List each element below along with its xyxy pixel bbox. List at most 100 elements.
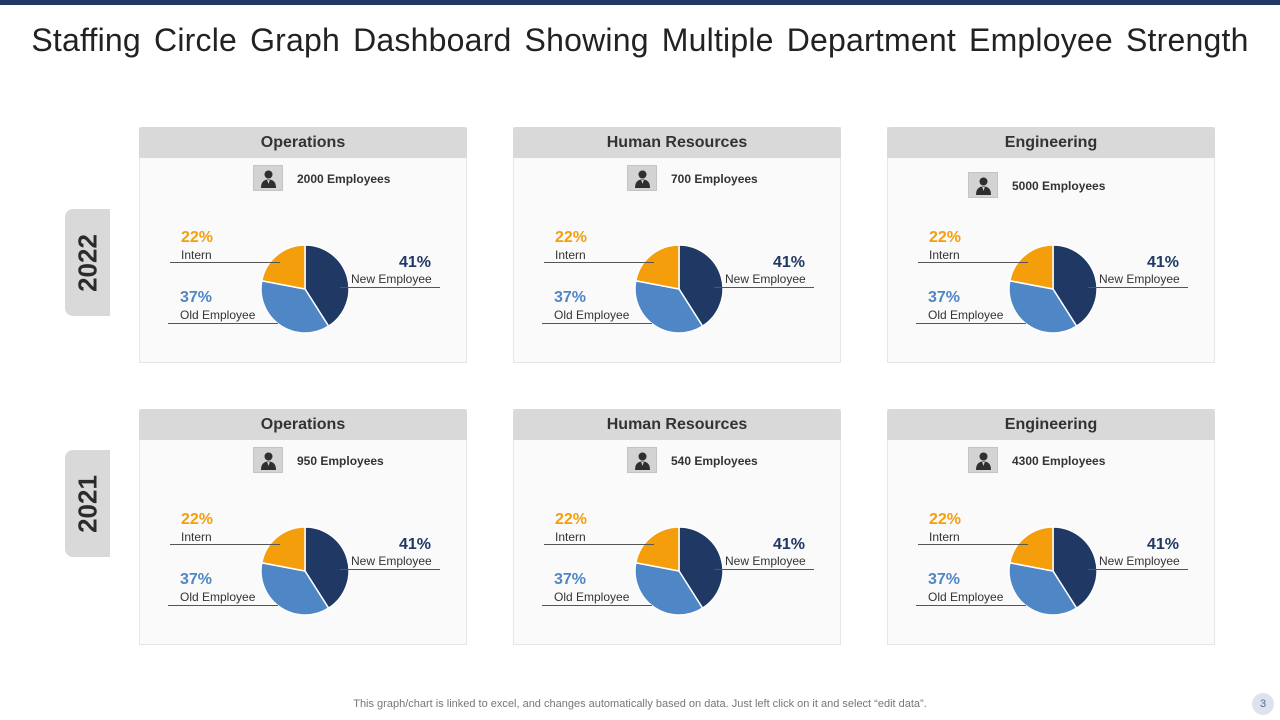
employee-count: 540 Employees <box>671 454 758 468</box>
footer-note: This graph/chart is linked to excel, and… <box>353 698 927 710</box>
pie-chart <box>1008 244 1098 334</box>
user-icon <box>253 165 283 191</box>
new-employee-percent: 41% <box>1147 536 1180 553</box>
employee-count: 5000 Employees <box>1012 179 1106 193</box>
new-employee-leader-line <box>340 569 440 570</box>
user-icon <box>968 447 998 473</box>
pie-slice-intern <box>634 526 680 572</box>
old-employee-percent: 37% <box>180 571 213 588</box>
intern-leader-line <box>170 544 280 545</box>
page-number: 3 <box>1252 693 1274 715</box>
old-employee-label: Old Employee <box>928 590 1004 604</box>
new-employee-label: New Employee <box>725 554 806 568</box>
year-tab-2022: 2022 <box>65 209 110 316</box>
employee-count: 700 Employees <box>671 172 758 186</box>
panel-title: Operations <box>139 127 467 158</box>
panel-title: Human Resources <box>513 409 841 440</box>
top-accent-bar <box>0 0 1280 5</box>
panel-title: Human Resources <box>513 127 841 158</box>
intern-label: Intern <box>929 248 960 262</box>
pie-slice-intern <box>1008 526 1054 572</box>
intern-percent: 22% <box>555 511 588 528</box>
new-employee-label: New Employee <box>725 272 806 286</box>
pie-slice-intern <box>634 244 680 290</box>
panel-operations-2021: Operations 950 Employees 22% Intern 37% Old E… <box>139 409 467 645</box>
new-employee-percent: 41% <box>773 536 806 553</box>
intern-label: Intern <box>555 530 586 544</box>
panel-engineering-2021: Engineering 4300 Employees 22% Intern 37% Old… <box>887 409 1215 645</box>
intern-label: Intern <box>181 248 212 262</box>
pie-chart <box>260 244 350 334</box>
new-employee-percent: 41% <box>399 536 432 553</box>
intern-label: Intern <box>929 530 960 544</box>
pie-slice-old-employee <box>1008 561 1078 616</box>
old-employee-label: Old Employee <box>554 308 630 322</box>
employee-count: 2000 Employees <box>297 172 391 186</box>
intern-leader-line <box>918 544 1028 545</box>
new-employee-leader-line <box>1088 569 1188 570</box>
new-employee-percent: 41% <box>1147 254 1180 271</box>
pie-chart <box>1008 526 1098 616</box>
panel-title: Engineering <box>887 127 1215 158</box>
year-tab-2021: 2021 <box>65 450 110 557</box>
user-icon <box>627 447 657 473</box>
intern-leader-line <box>544 262 654 263</box>
old-employee-label: Old Employee <box>554 590 630 604</box>
pie-slice-intern <box>260 526 306 572</box>
user-icon <box>627 165 657 191</box>
panel-title: Engineering <box>887 409 1215 440</box>
pie-slice-old-employee <box>634 561 704 616</box>
pie-slice-intern <box>1008 244 1054 290</box>
pie-slice-intern <box>260 244 306 290</box>
intern-label: Intern <box>181 530 212 544</box>
old-employee-percent: 37% <box>928 289 961 306</box>
new-employee-label: New Employee <box>1099 554 1180 568</box>
pie-slice-old-employee <box>260 279 330 334</box>
intern-percent: 22% <box>181 511 214 528</box>
intern-percent: 22% <box>929 511 962 528</box>
pie-chart <box>634 526 724 616</box>
year-label: 2021 <box>72 474 102 533</box>
user-icon <box>253 447 283 473</box>
old-employee-percent: 37% <box>180 289 213 306</box>
panel-operations-2022: Operations 2000 Employees 22% Intern 37% Old … <box>139 127 467 363</box>
panel-engineering-2022: Engineering 5000 Employees 22% Intern 37% Old… <box>887 127 1215 363</box>
user-icon <box>968 172 998 198</box>
pie-chart <box>634 244 724 334</box>
old-employee-leader-line <box>916 323 1026 324</box>
year-label: 2022 <box>72 233 102 292</box>
intern-leader-line <box>170 262 280 263</box>
employee-count: 4300 Employees <box>1012 454 1106 468</box>
panel-human-resources-2021: Human Resources 540 Employees 22% Intern 37%… <box>513 409 841 645</box>
panel-title: Operations <box>139 409 467 440</box>
old-employee-label: Old Employee <box>180 308 256 322</box>
new-employee-percent: 41% <box>399 254 432 271</box>
old-employee-percent: 37% <box>554 571 587 588</box>
new-employee-label: New Employee <box>1099 272 1180 286</box>
new-employee-leader-line <box>1088 287 1188 288</box>
intern-percent: 22% <box>929 229 962 246</box>
old-employee-percent: 37% <box>554 289 587 306</box>
intern-percent: 22% <box>555 229 588 246</box>
new-employee-leader-line <box>714 569 814 570</box>
pie-slice-old-employee <box>260 561 330 616</box>
employee-count: 950 Employees <box>297 454 384 468</box>
new-employee-label: New Employee <box>351 554 432 568</box>
new-employee-label: New Employee <box>351 272 432 286</box>
new-employee-leader-line <box>340 287 440 288</box>
new-employee-leader-line <box>714 287 814 288</box>
intern-percent: 22% <box>181 229 214 246</box>
page-title: Staffing Circle Graph Dashboard Showing … <box>31 22 1249 58</box>
pie-slice-old-employee <box>1008 279 1078 334</box>
intern-leader-line <box>544 544 654 545</box>
old-employee-leader-line <box>542 605 652 606</box>
new-employee-percent: 41% <box>773 254 806 271</box>
old-employee-leader-line <box>916 605 1026 606</box>
intern-label: Intern <box>555 248 586 262</box>
old-employee-label: Old Employee <box>928 308 1004 322</box>
pie-slice-old-employee <box>634 279 704 334</box>
old-employee-leader-line <box>168 323 278 324</box>
old-employee-leader-line <box>168 605 278 606</box>
old-employee-label: Old Employee <box>180 590 256 604</box>
panel-human-resources-2022: Human Resources 700 Employees 22% Intern 37%… <box>513 127 841 363</box>
